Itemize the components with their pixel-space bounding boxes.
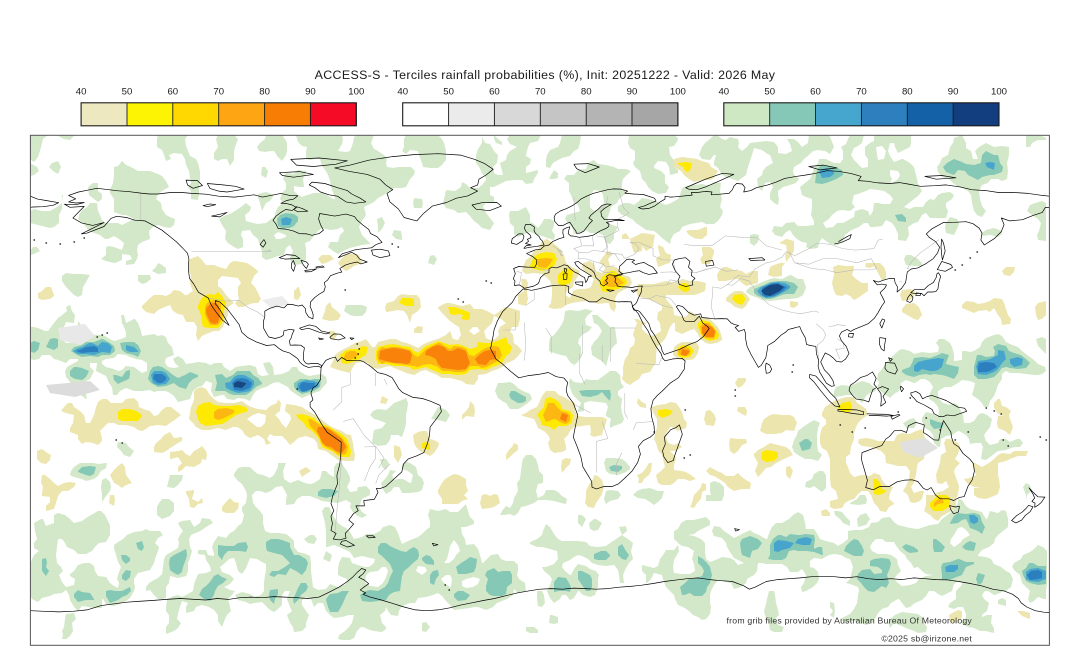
svg-text:40: 40	[718, 87, 729, 98]
svg-text:40: 40	[397, 87, 408, 98]
svg-text:50: 50	[443, 87, 454, 98]
svg-text:ACCESS-S - Terciles rainfall p: ACCESS-S - Terciles rainfall probabiliti…	[315, 68, 776, 82]
svg-text:60: 60	[167, 87, 178, 98]
svg-text:100: 100	[670, 87, 686, 98]
svg-text:80: 80	[902, 87, 913, 98]
svg-text:80: 80	[259, 87, 270, 98]
svg-text:©2025 sb@irizone.net: ©2025 sb@irizone.net	[881, 634, 972, 644]
svg-text:90: 90	[627, 87, 638, 98]
svg-text:70: 70	[213, 87, 224, 98]
svg-text:60: 60	[489, 87, 500, 98]
svg-text:50: 50	[122, 87, 133, 98]
svg-text:60: 60	[810, 87, 821, 98]
svg-text:from grib files provided by Au: from grib files provided by Australian B…	[727, 616, 973, 626]
svg-text:70: 70	[535, 87, 546, 98]
svg-text:70: 70	[856, 87, 867, 98]
svg-text:90: 90	[305, 87, 316, 98]
svg-text:50: 50	[764, 87, 775, 98]
svg-text:90: 90	[948, 87, 959, 98]
svg-text:40: 40	[76, 87, 87, 98]
svg-text:80: 80	[581, 87, 592, 98]
svg-text:100: 100	[348, 87, 364, 98]
svg-text:100: 100	[991, 87, 1007, 98]
